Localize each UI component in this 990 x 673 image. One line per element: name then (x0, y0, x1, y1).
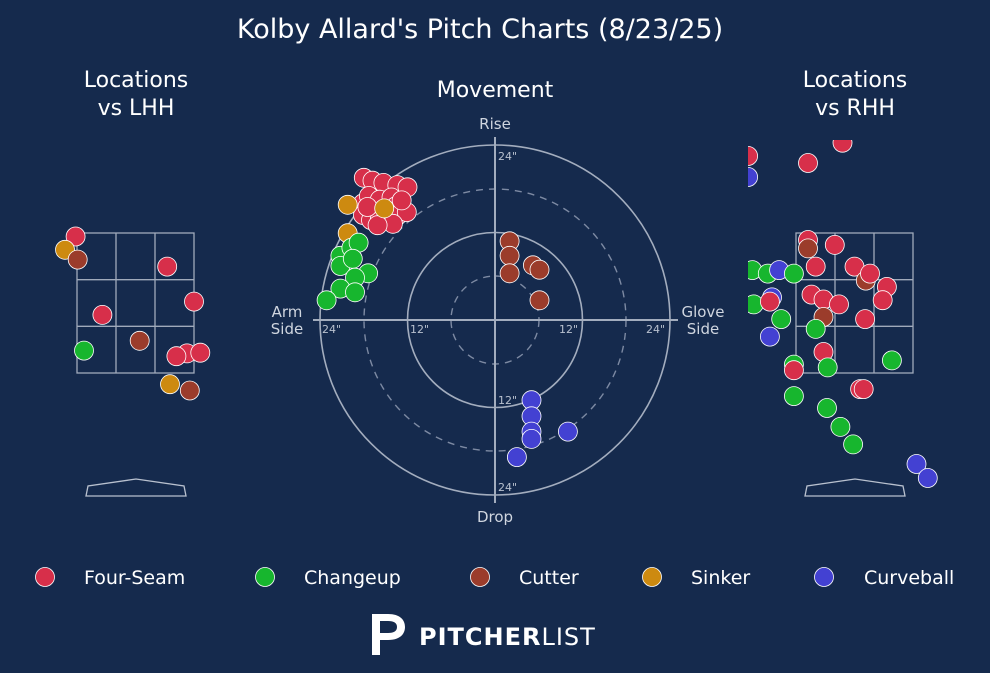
legend-marker-four-seam (35, 567, 55, 587)
rhh-pitch-curveball-4 (748, 167, 758, 187)
movement-pitch-sinker-22 (337, 194, 358, 215)
ring-label-bottom-24: 24" (498, 481, 517, 494)
movement-pitch-four-seam-20 (391, 190, 412, 211)
pitcherlist-logo: PITCHERLIST (372, 614, 596, 655)
ring-label-top-24: 24" (498, 150, 517, 163)
lhh-location-panel (55, 226, 211, 497)
lhh-pitch-cutter-12 (179, 380, 200, 401)
movement-label-arm: Arm (272, 303, 303, 321)
rhh-panel-title-line2: vs RHH (815, 96, 895, 121)
rhh-pitch-changeup-36 (784, 386, 804, 407)
legend-label-curveball: Curveball (864, 567, 954, 589)
ring-label-right-24: 24" (646, 323, 665, 336)
rhh-location-panel (748, 140, 938, 497)
legend-marker-changeup (255, 567, 275, 587)
lhh-pitch-four-seam-5 (92, 304, 113, 325)
rhh-home-plate (804, 478, 906, 497)
rhh-pitch-four-seam-17 (872, 290, 893, 311)
rhh-zone-outline (795, 232, 914, 374)
movement-pitch-changeup-32 (345, 282, 365, 303)
movement-pitch-cutter-39 (529, 290, 550, 311)
rhh-pitch-four-seam-35 (853, 379, 874, 400)
rhh-pitch-four-seam-2 (748, 146, 758, 166)
rhh-pitch-four-seam-26 (855, 309, 875, 330)
rhh-pitch-changeup-33 (882, 350, 902, 371)
legend-label-sinker: Sinker (691, 567, 750, 589)
lhh-pitch-four-seam-3 (157, 256, 178, 277)
rhh-pitch-four-seam-3 (798, 153, 818, 173)
rhh-pitch-changeup-22 (748, 294, 764, 315)
legend-label-changeup: Changeup (304, 567, 401, 589)
ring-label-bottom-12: 12" (498, 394, 517, 407)
legend-label-cutter: Cutter (519, 567, 579, 589)
lhh-pitch-four-seam-9 (166, 346, 187, 367)
movement-pitch-changeup-33 (316, 290, 337, 311)
lhh-panel-title-line2: vs LHH (98, 96, 175, 121)
logo-text-light: LIST (541, 623, 595, 651)
logo-text-bold: PITCHER (419, 623, 541, 651)
legend: Four-Seam Changeup Cutter Sinker Curveba… (35, 567, 954, 589)
movement-label-side-left: Side (271, 320, 303, 338)
rhh-pitch-four-seam-1 (832, 140, 853, 153)
rhh-pitch-cutter-6 (798, 238, 818, 259)
chart-title: Kolby Allard's Pitch Charts (8/23/25) (237, 14, 723, 45)
rhh-pitch-four-seam-12 (805, 256, 826, 277)
movement-pitch-four-seam-18 (367, 215, 388, 236)
rhh-pitch-four-seam-7 (824, 234, 845, 255)
pitcherlist-logo-text: PITCHERLIST (419, 623, 596, 651)
legend-label-four-seam: Four-Seam (84, 567, 185, 589)
rhh-pitch-four-seam-31 (784, 360, 804, 381)
rhh-pitch-four-seam-23 (760, 291, 780, 312)
lhh-pitch-four-seam-10 (190, 342, 211, 363)
pitcherlist-logo-mark-icon (372, 614, 405, 655)
rhh-pitch-points (748, 140, 938, 488)
rhh-pitch-changeup-39 (843, 434, 863, 455)
rhh-pitch-changeup-25 (771, 309, 792, 330)
movement-label-glove: Glove (681, 303, 724, 321)
movement-pitch-sinker-21 (374, 198, 395, 219)
lhh-pitch-changeup-7 (74, 340, 94, 361)
rhh-panel-title-line1: Locations (803, 68, 908, 93)
legend-marker-curveball (814, 567, 834, 587)
lhh-home-plate (85, 478, 187, 497)
ring-label-left-12: 12" (410, 323, 429, 336)
movement-pitch-curveball-43 (521, 428, 542, 449)
movement-pitch-curveball-44 (558, 421, 578, 442)
ring-label-right-12: 12" (559, 323, 578, 336)
rhh-pitch-curveball-41 (917, 468, 938, 488)
ring-label-left-24: 24" (322, 323, 341, 336)
movement-panel-title: Movement (437, 78, 554, 103)
lhh-pitch-cutter-2 (67, 249, 88, 270)
movement-pitch-cutter-37 (529, 259, 550, 280)
rhh-pitch-changeup-27 (805, 318, 826, 339)
lhh-pitch-sinker-11 (160, 374, 180, 395)
movement-panel: 24" 12" 24" 24" 12" 12" 24" Rise Drop Ar… (271, 115, 725, 526)
lhh-pitch-four-seam-4 (184, 291, 204, 312)
movement-label-drop: Drop (477, 508, 513, 526)
movement-label-rise: Rise (479, 115, 511, 133)
movement-pitch-curveball-45 (507, 447, 527, 468)
lhh-pitch-points (55, 226, 211, 401)
movement-pitch-points (316, 167, 578, 468)
rhh-pitch-changeup-11 (784, 263, 804, 284)
rhh-pitch-curveball-28 (760, 326, 780, 347)
rhh-pitch-four-seam-20 (829, 294, 849, 315)
rhh-pitch-four-seam-15 (860, 263, 880, 284)
movement-pitch-cutter-38 (499, 263, 520, 284)
legend-marker-cutter (470, 567, 490, 587)
rhh-pitch-changeup-37 (817, 398, 837, 418)
rhh-pitch-curveball-40 (906, 454, 927, 474)
movement-label-side-right: Side (687, 320, 719, 338)
legend-marker-sinker (642, 567, 662, 587)
movement-pitch-changeup-28 (342, 248, 363, 269)
movement-pitch-cutter-35 (499, 245, 520, 266)
rhh-pitch-changeup-32 (817, 357, 838, 378)
lhh-pitch-four-seam-0 (65, 226, 86, 247)
lhh-panel-title-line1: Locations (84, 68, 189, 93)
lhh-pitch-cutter-6 (129, 330, 150, 351)
movement-pitch-four-seam-19 (357, 197, 378, 217)
rhh-pitch-changeup-38 (830, 416, 851, 437)
